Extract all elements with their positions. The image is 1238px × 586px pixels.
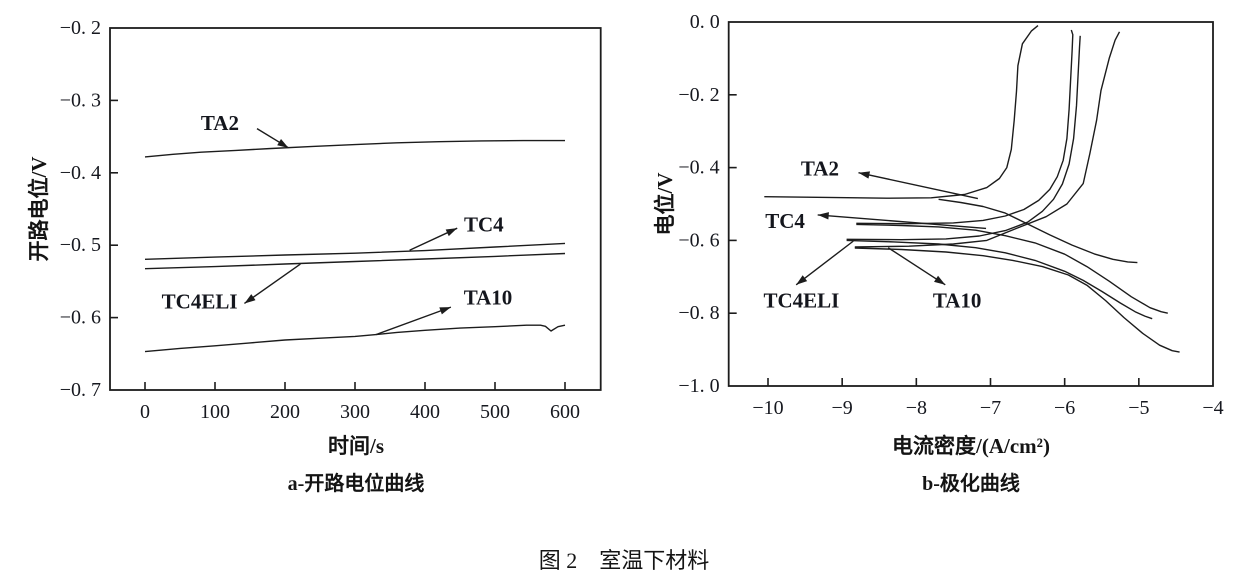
annotation-label-TC4: TC4 (765, 209, 805, 233)
y-tick-label: 0. 0 (690, 11, 720, 33)
series-line-TC4 (144, 242, 566, 260)
x-tick-label: 300 (340, 401, 370, 423)
chart-a-x-axis-title: 时间/s (327, 434, 385, 458)
series-line-TC4-cathodic (856, 223, 1168, 314)
y-tick-label: −0. 2 (60, 17, 101, 39)
series-line-TC4ELI-anodic (846, 35, 1081, 241)
annotation-label-TA10: TA10 (464, 286, 513, 310)
series-line-TA2 (144, 139, 565, 158)
annotation-arrowhead-TC4ELI (244, 294, 256, 304)
annotation-arrowhead-TC4 (817, 212, 829, 220)
x-tick-label: −7 (980, 397, 1001, 419)
y-tick-label: −0. 4 (678, 157, 719, 179)
annotation-arrowhead-TA10 (934, 275, 946, 285)
series-line-TA10-cathodic (854, 247, 1180, 353)
x-tick-label: −4 (1202, 397, 1223, 419)
series-line-TC4ELI-cathodic (846, 239, 1153, 320)
plot-border (727, 21, 1214, 387)
x-tick-label: −10 (752, 397, 783, 419)
annotation-label-TC4ELI: TC4ELI (763, 288, 839, 312)
y-tick-label: −0. 7 (60, 379, 101, 401)
x-tick-label: −8 (906, 397, 927, 419)
y-tick-label: −0. 6 (678, 229, 719, 251)
y-tick-label: −1. 0 (678, 375, 719, 397)
annotation-arrowhead-TC4ELI (796, 275, 808, 285)
annotation-arrow-line-TA10 (375, 306, 452, 336)
annotation-arrow-line-TA2 (858, 172, 979, 200)
series-line-TA10 (144, 324, 566, 353)
chart-a-y-axis-title: 开路电位/V (27, 156, 51, 262)
series-line-TA2-anodic (764, 25, 1039, 199)
series-line-TC4-anodic (856, 29, 1074, 225)
annotation-arrowhead-TC4 (445, 228, 458, 237)
x-tick-label: 600 (550, 401, 580, 423)
series-line-TA2-cathodic (938, 198, 1138, 264)
chart-a-subcaption: a-开路电位曲线 (287, 473, 425, 495)
annotation-label-TA10: TA10 (933, 288, 982, 312)
annotation-arrow-line-TA10 (887, 247, 946, 286)
x-tick-label: 200 (270, 401, 300, 423)
y-tick-label: −0. 3 (60, 89, 101, 111)
annotation-label-TC4ELI: TC4ELI (162, 290, 238, 314)
x-tick-label: 100 (200, 401, 230, 423)
annotation-label-TA2: TA2 (801, 156, 839, 180)
annotation-arrowhead-TA2 (858, 171, 871, 179)
x-tick-label: −5 (1128, 397, 1149, 419)
x-tick-label: 0 (140, 401, 150, 423)
chart-open-circuit-potential: 0 100 200 300 400 500 600 −0. 2 −0. 3 −0. 4 −0. 5 −… (60, 17, 602, 423)
y-tick-label: −0. 2 (678, 84, 719, 106)
y-tick-label: −0. 6 (60, 307, 101, 329)
x-tick-label: −9 (832, 397, 853, 419)
y-tick-label: −0. 5 (60, 234, 101, 256)
x-tick-label: 400 (410, 401, 440, 423)
annotation-arrowhead-TA2 (277, 138, 289, 148)
chart-polarization: −10 −9 −8 −7 −6 −5 −4 0. 0 −0. 2 −0. 4 −0. 6 −0. 8 −… (678, 11, 1223, 419)
annotation-label-TC4: TC4 (464, 213, 504, 237)
chart-b-y-axis-title: 电位/V (653, 172, 677, 236)
annotation-arrowhead-TA10 (439, 307, 451, 315)
figure-caption: 图 2 室温下材料 (538, 548, 710, 573)
chart-b-subcaption: b-极化曲线 (922, 473, 1020, 495)
y-tick-label: −0. 8 (678, 302, 719, 324)
annotation-arrow-line-TC4 (817, 214, 987, 230)
chart-b-x-axis-title: 电流密度/(A/cm²) (892, 434, 1050, 458)
y-tick-label: −0. 4 (60, 162, 101, 184)
x-tick-label: −6 (1054, 397, 1075, 419)
annotation-label-TA2: TA2 (201, 111, 239, 135)
annotation-arrow-line-TC4ELI (795, 240, 854, 286)
series-line-TA10-anodic (854, 31, 1121, 248)
annotation-arrow-line-TC4ELI (243, 263, 301, 305)
series-line-TC4ELI (144, 252, 566, 270)
x-tick-label: 500 (480, 401, 510, 423)
